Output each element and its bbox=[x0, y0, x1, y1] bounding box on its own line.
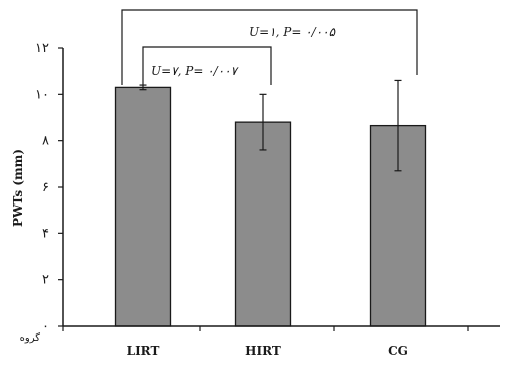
x-axis: LIRT HIRT CG bbox=[62, 325, 500, 358]
y-tick-label: ۲ bbox=[42, 273, 49, 288]
significance-annotations: U=۷, P= ۰/۰۰۷ U=۱, P= ۰/۰۰۵ bbox=[121, 9, 418, 85]
y-tick-label: ۱۲ bbox=[35, 41, 49, 56]
y-axis-title: PWTs (mm) bbox=[11, 149, 25, 227]
x-axis-title: گروه bbox=[20, 332, 41, 344]
error-bar-cg bbox=[394, 79, 402, 172]
x-tick-label: HIRT bbox=[245, 344, 281, 358]
bar-lirt bbox=[114, 86, 172, 327]
x-tick-label: CG bbox=[388, 344, 408, 358]
y-tick-label: ۱۰ bbox=[35, 87, 49, 102]
bars-layer bbox=[114, 86, 427, 327]
error-bars-layer bbox=[139, 79, 402, 172]
x-tick-label: LIRT bbox=[127, 344, 160, 358]
y-tick-label: ۴ bbox=[42, 226, 49, 241]
y-tick-label: ۰ bbox=[42, 319, 49, 334]
error-bar-hirt bbox=[259, 93, 267, 151]
significance-label: U=۷, P= ۰/۰۰۷ bbox=[151, 64, 239, 78]
significance-bracket: U=۷, P= ۰/۰۰۷ bbox=[142, 46, 272, 85]
significance-bracket: U=۱, P= ۰/۰۰۵ bbox=[121, 9, 418, 85]
bar-hirt bbox=[234, 121, 292, 327]
y-tick-label: ۸ bbox=[42, 134, 49, 149]
y-axis: ۰ ۲ ۴ ۶ ۸ ۱۰ ۱۲ bbox=[35, 41, 64, 334]
error-bar-lirt bbox=[139, 84, 147, 91]
significance-label: U=۱, P= ۰/۰۰۵ bbox=[249, 25, 336, 39]
y-tick-label: ۶ bbox=[42, 180, 49, 195]
